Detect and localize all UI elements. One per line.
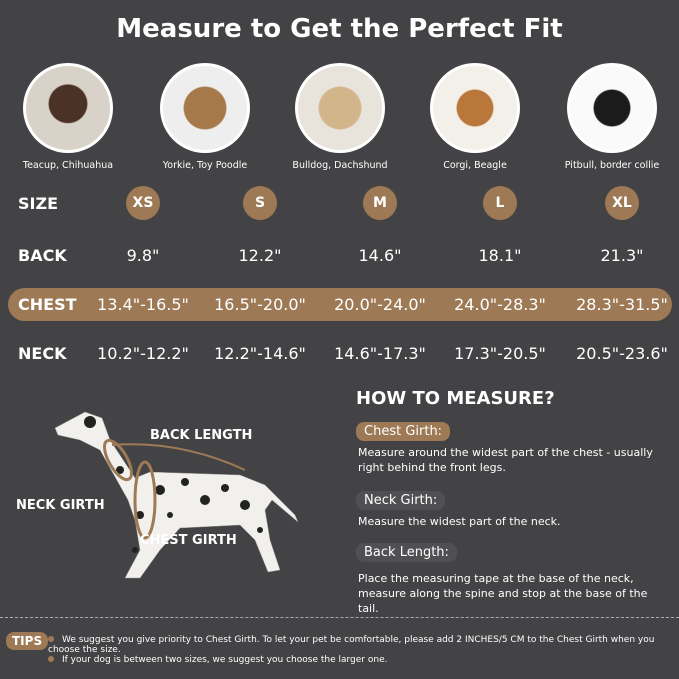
chest-value: 13.4"-16.5" — [97, 295, 189, 314]
breed-caption: Teacup, Chihuahua — [22, 160, 114, 171]
dalmatian-diagram — [54, 411, 299, 579]
back-value: 9.8" — [126, 246, 160, 265]
neck-value: 14.6"-17.3" — [334, 344, 426, 363]
size-label: SIZE — [18, 194, 59, 213]
size-badge-s: S — [243, 186, 277, 220]
yorkie-photo — [160, 63, 250, 153]
chest-value: 20.0"-24.0" — [334, 295, 426, 314]
neck-value: 10.2"-12.2" — [97, 344, 189, 363]
breed-caption: Corgi, Beagle — [443, 160, 507, 171]
back-length-heading: Back Length: — [356, 543, 457, 562]
breed-caption: Yorkie, Toy Poodle — [162, 160, 248, 171]
chest-value: 24.0"-28.3" — [454, 295, 546, 314]
neck-girth-label: NECK GIRTH — [16, 498, 105, 513]
neck-value: 17.3"-20.5" — [454, 344, 546, 363]
neck-value: 20.5"-23.6" — [576, 344, 668, 363]
back-length-description: Place the measuring tape at the base of … — [358, 572, 648, 615]
neck-label: NECK — [18, 344, 67, 363]
how-to-measure-title: HOW TO MEASURE? — [356, 388, 555, 409]
chest-girth-label: CHEST GIRTH — [140, 533, 237, 548]
page-title: Measure to Get the Perfect Fit — [116, 14, 563, 44]
chihuahua-photo — [23, 63, 113, 153]
neck-girth-heading: Neck Girth: — [356, 491, 446, 510]
beagle-photo — [430, 63, 520, 153]
neck-girth-description: Measure the widest part of the neck. — [358, 515, 561, 528]
tip-item: We suggest you give priority to Chest Gi… — [48, 635, 679, 655]
breed-caption: Bulldog, Dachshund — [292, 160, 388, 171]
neck-value: 12.2"-14.6" — [214, 344, 306, 363]
tips-badge: TIPS — [6, 632, 49, 650]
size-badge-xl: XL — [605, 186, 639, 220]
back-label: BACK — [18, 246, 67, 265]
chest-row-highlight — [8, 288, 672, 321]
back-value: 14.6" — [358, 246, 402, 265]
back-value: 18.1" — [478, 246, 522, 265]
chest-girth-description: Measure around the widest part of the ch… — [358, 446, 653, 474]
back-value: 21.3" — [600, 246, 644, 265]
back-length-label: BACK LENGTH — [150, 428, 253, 443]
divider — [0, 617, 679, 618]
tip-item: If your dog is between two sizes, we sug… — [48, 655, 387, 665]
chest-value: 16.5"-20.0" — [214, 295, 306, 314]
size-badge-m: M — [363, 186, 397, 220]
back-value: 12.2" — [238, 246, 282, 265]
chest-label: CHEST — [18, 295, 77, 314]
size-badge-xs: XS — [126, 186, 160, 220]
border-collie-photo — [567, 63, 657, 153]
size-badge-l: L — [483, 186, 517, 220]
breed-caption: Pitbull, border collie — [564, 160, 660, 171]
chest-value: 28.3"-31.5" — [576, 295, 668, 314]
chest-girth-heading: Chest Girth: — [356, 422, 451, 441]
pug-photo — [295, 63, 385, 153]
